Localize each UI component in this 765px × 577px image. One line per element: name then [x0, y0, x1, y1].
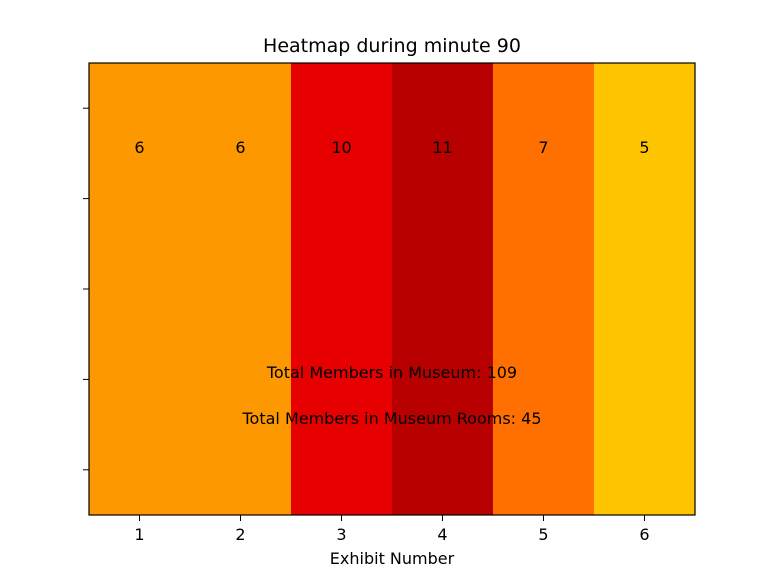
x-tick-label: 2: [235, 525, 245, 544]
cell-value-label: 6: [235, 138, 245, 157]
x-tick-label: 3: [336, 525, 346, 544]
x-tick-label: 5: [538, 525, 548, 544]
cell-value-label: 6: [134, 138, 144, 157]
cell-value-label: 5: [639, 138, 649, 157]
heatmap-cells: [89, 63, 696, 515]
total-members-museum-annotation: Total Members in Museum: 109: [266, 363, 517, 382]
chart-title: Heatmap during minute 90: [263, 35, 521, 57]
x-tick-label: 1: [134, 525, 144, 544]
heatmap-cell-exhibit-5: [493, 63, 595, 515]
annotations: Total Members in Museum: 109 Total Member…: [241, 363, 541, 428]
heatmap-cell-exhibit-1: [89, 63, 191, 515]
x-tick-label: 4: [437, 525, 447, 544]
heatmap-cell-exhibit-3: [291, 63, 393, 515]
cell-value-label: 10: [331, 138, 351, 157]
total-members-rooms-annotation: Total Members in Museum Rooms: 45: [241, 409, 541, 428]
x-tick-label: 6: [639, 525, 649, 544]
x-axis-label: Exhibit Number: [330, 549, 455, 568]
heatmap-cell-exhibit-2: [190, 63, 292, 515]
cell-value-label: 7: [538, 138, 548, 157]
cell-value-labels: 6 6 10 11 7 5: [134, 138, 649, 157]
heatmap-cell-exhibit-4: [392, 63, 494, 515]
y-axis-ticks: [83, 107, 89, 471]
x-axis-ticks: 1 2 3 4 5 6: [134, 515, 650, 544]
cell-value-label: 11: [432, 138, 452, 157]
heatmap-cell-exhibit-6: [594, 63, 696, 515]
